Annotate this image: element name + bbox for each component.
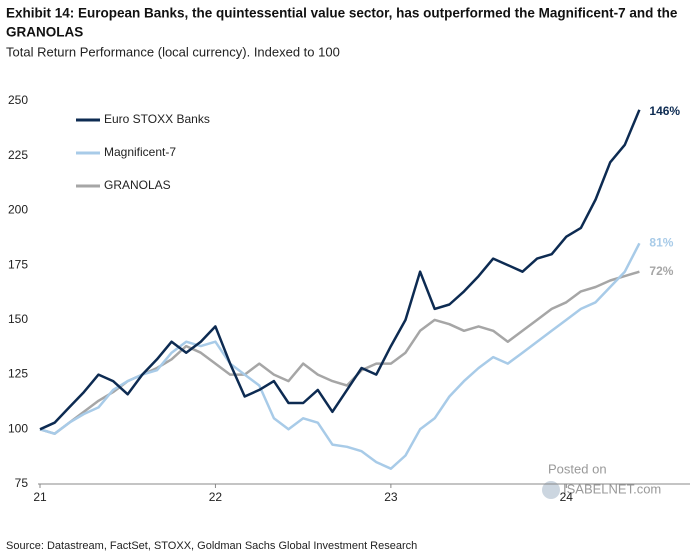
x-tick-label: 24 xyxy=(560,490,574,504)
y-tick-label: 150 xyxy=(8,312,28,326)
legend-label: Euro STOXX Banks xyxy=(104,112,210,126)
end-label: 81% xyxy=(649,235,673,249)
x-tick-label: 21 xyxy=(33,490,47,504)
y-tick-label: 75 xyxy=(15,476,29,490)
end-label: 146% xyxy=(649,104,680,118)
end-label: 72% xyxy=(649,264,673,278)
y-tick-label: 250 xyxy=(8,93,28,107)
watermark: ISABELNET.com xyxy=(563,481,661,496)
watermark: Posted on xyxy=(548,461,607,476)
chart-title-line: GRANOLAS xyxy=(6,25,83,40)
legend-label: Magnificent-7 xyxy=(104,145,176,159)
x-tick-label: 23 xyxy=(384,490,398,504)
chart-title-line: Exhibit 14: European Banks, the quintess… xyxy=(6,6,678,21)
series-line xyxy=(39,242,641,470)
source-note: Source: Datastream, FactSet, STOXX, Gold… xyxy=(6,540,417,552)
series-line xyxy=(39,109,641,431)
y-tick-label: 225 xyxy=(8,148,28,162)
watermark-logo xyxy=(542,481,560,499)
y-tick-label: 100 xyxy=(8,421,28,435)
y-tick-label: 175 xyxy=(8,257,28,271)
y-tick-label: 125 xyxy=(8,367,28,381)
y-tick-label: 200 xyxy=(8,203,28,217)
x-tick-label: 22 xyxy=(209,490,223,504)
series-line xyxy=(39,270,640,435)
chart-subtitle: Total Return Performance (local currency… xyxy=(6,44,340,59)
legend-label: GRANOLAS xyxy=(104,178,171,192)
